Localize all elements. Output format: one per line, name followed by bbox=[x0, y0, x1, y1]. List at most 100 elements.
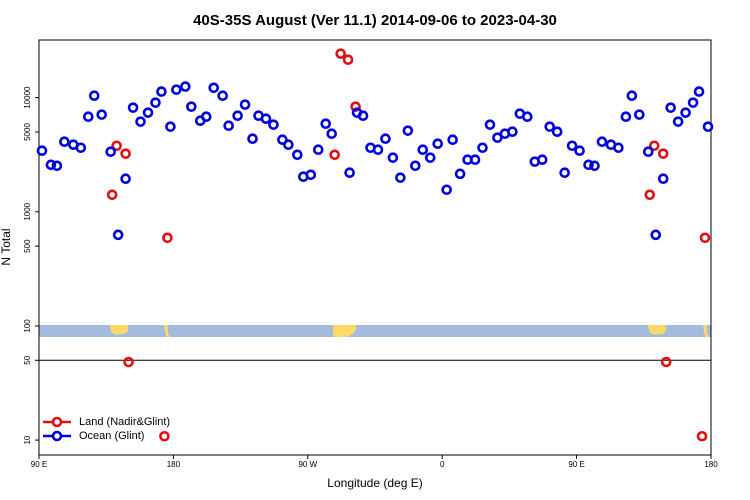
x-tick-label: 180 bbox=[704, 460, 718, 469]
data-point bbox=[127, 102, 139, 113]
data-point bbox=[387, 152, 399, 163]
data-point bbox=[171, 84, 182, 95]
data-point bbox=[551, 126, 563, 138]
data-point bbox=[51, 160, 63, 172]
y-tick-label: 100 bbox=[23, 319, 32, 333]
x-axis-label: Longitude (deg E) bbox=[327, 476, 422, 490]
data-point bbox=[96, 109, 108, 120]
data-point bbox=[657, 173, 669, 184]
data-point bbox=[424, 152, 436, 163]
data-point bbox=[657, 148, 669, 159]
plot-frame bbox=[38, 39, 712, 456]
data-point bbox=[36, 145, 48, 156]
data-point bbox=[239, 99, 251, 110]
data-point bbox=[417, 144, 429, 155]
data-point bbox=[142, 107, 154, 118]
data-point bbox=[410, 160, 421, 172]
data-point bbox=[613, 142, 624, 154]
data-point bbox=[620, 111, 632, 123]
data-point bbox=[329, 149, 340, 161]
x-tick-label: 90 E bbox=[31, 460, 47, 469]
y-tick-label: 5000 bbox=[23, 123, 32, 141]
data-point bbox=[380, 133, 391, 144]
data-point bbox=[217, 90, 228, 102]
data-point bbox=[660, 356, 672, 368]
data-point bbox=[372, 144, 384, 155]
data-point bbox=[522, 111, 533, 123]
x-tick-label: 180 bbox=[167, 460, 181, 469]
legend-marker bbox=[51, 430, 63, 442]
data-point bbox=[156, 86, 167, 97]
x-tick-label: 90 W bbox=[298, 460, 317, 469]
data-point bbox=[665, 102, 676, 113]
data-point bbox=[342, 54, 354, 66]
data-point bbox=[642, 146, 654, 158]
data-point bbox=[162, 232, 173, 244]
data-point bbox=[672, 116, 684, 127]
y-tick-label: 50 bbox=[23, 355, 32, 364]
map-strip bbox=[39, 325, 711, 337]
data-point bbox=[305, 169, 317, 181]
data-point bbox=[326, 128, 337, 140]
data-point bbox=[112, 229, 124, 241]
data-point bbox=[200, 111, 212, 123]
data-point bbox=[268, 119, 279, 130]
data-point bbox=[120, 173, 131, 184]
data-point bbox=[120, 148, 131, 159]
data-point bbox=[150, 97, 161, 108]
data-point bbox=[111, 140, 122, 152]
legend: Land (Nadir&Glint) Ocean (Glint) bbox=[43, 416, 170, 442]
data-point bbox=[357, 110, 369, 121]
data-point bbox=[574, 145, 585, 156]
data-point bbox=[650, 229, 662, 241]
data-point bbox=[559, 167, 570, 179]
legend-label: Ocean (Glint) bbox=[79, 430, 144, 442]
legend-label: Land (Nadir&Glint) bbox=[79, 416, 170, 428]
data-point bbox=[432, 138, 444, 150]
data-point bbox=[454, 168, 466, 180]
data-point bbox=[105, 146, 116, 158]
data-point bbox=[283, 139, 294, 151]
data-point bbox=[696, 430, 708, 442]
data-point bbox=[484, 119, 496, 130]
data-point bbox=[702, 121, 714, 132]
data-point bbox=[320, 118, 332, 130]
data-point bbox=[186, 101, 197, 112]
data-point bbox=[699, 232, 711, 244]
data-point bbox=[223, 120, 234, 131]
chart-title: 40S-35S August (Ver 11.1) 2014-09-06 to … bbox=[193, 12, 557, 29]
data-point bbox=[544, 121, 556, 132]
data-point bbox=[106, 189, 118, 201]
data-point bbox=[469, 154, 481, 166]
data-point bbox=[159, 430, 170, 442]
data-point bbox=[687, 97, 699, 108]
data-point bbox=[75, 142, 87, 154]
data-point bbox=[82, 111, 94, 123]
data-point bbox=[648, 140, 660, 152]
data-point bbox=[59, 136, 70, 148]
data-point bbox=[247, 133, 258, 144]
data-point bbox=[441, 184, 452, 196]
data-point bbox=[634, 109, 645, 120]
data-point bbox=[123, 356, 134, 368]
data-point bbox=[350, 101, 361, 112]
data-point bbox=[447, 134, 458, 146]
legend-marker bbox=[51, 416, 63, 428]
y-tick-label: 10000 bbox=[23, 86, 32, 109]
y-tick-label: 1000 bbox=[23, 202, 32, 220]
data-point bbox=[335, 48, 346, 59]
data-point bbox=[644, 189, 656, 201]
data-point bbox=[596, 136, 608, 148]
data-point bbox=[45, 159, 57, 171]
data-point bbox=[277, 134, 288, 146]
data-point bbox=[135, 116, 146, 127]
data-point bbox=[344, 167, 355, 179]
x-tick-label: 0 bbox=[440, 460, 445, 469]
data-point bbox=[292, 149, 303, 161]
data-point bbox=[626, 90, 638, 102]
data-point bbox=[260, 113, 272, 125]
data-point bbox=[180, 81, 191, 92]
data-point bbox=[507, 126, 518, 138]
data-point bbox=[680, 107, 691, 118]
